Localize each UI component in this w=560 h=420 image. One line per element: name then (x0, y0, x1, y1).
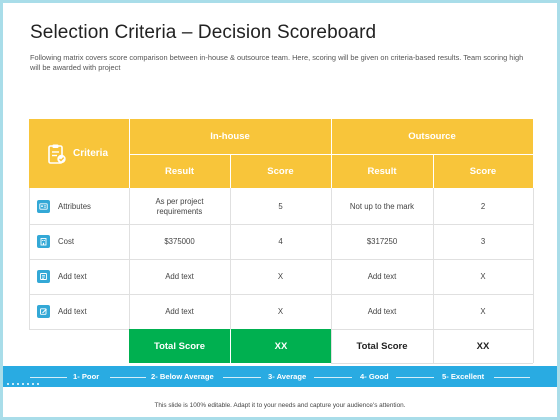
rating-poor: 1- Poor (73, 372, 100, 381)
rating-scale-bar (3, 366, 557, 387)
column-divider (129, 188, 130, 363)
clipboard-check-icon (48, 144, 66, 164)
page-subtitle: Following matrix covers score comparison… (30, 53, 524, 72)
header-divider (331, 119, 332, 188)
scale-connector (223, 377, 261, 378)
cell-outsource-score: X (480, 271, 486, 281)
rating-average: 3- Average (268, 372, 307, 381)
column-divider (433, 188, 434, 363)
scale-connector (494, 377, 530, 378)
cell-outsource-score: 3 (480, 236, 486, 246)
table-row: Add text (29, 294, 129, 329)
cell-inhouse-score: X (277, 306, 284, 316)
criteria-header-label: Criteria (73, 148, 109, 159)
inhouse-total-value: XX (231, 329, 331, 363)
rating-below-average: 2- Below Average (151, 372, 214, 381)
row-divider (29, 259, 533, 260)
building-icon (37, 235, 50, 248)
cell-inhouse-result: Add text (165, 306, 194, 316)
rating-excellent: 5- Excellent (442, 372, 485, 381)
column-divider (331, 188, 332, 363)
column-divider (533, 188, 534, 363)
row-label: Cost (58, 237, 75, 246)
footer-note: This slide is 100% editable. Adapt it to… (154, 402, 406, 409)
cell-outsource-result: Add text (367, 306, 397, 316)
row-label: Attributes (58, 202, 91, 211)
outsource-total-value: XX (476, 340, 490, 352)
cell-inhouse-score: 4 (278, 236, 283, 246)
scale-connector (396, 377, 434, 378)
subheader-score: Score (469, 166, 497, 177)
table-row: Attributes (29, 189, 129, 224)
subheader-result: Result (367, 166, 397, 177)
page-title: Selection Criteria – Decision Scoreboard (30, 22, 377, 43)
group-header-inhouse: In-house (210, 131, 250, 142)
row-label: Add text (58, 272, 87, 281)
scale-connector (30, 377, 67, 378)
cell-outsource-result: Add text (367, 271, 397, 281)
cell-inhouse-score: X (277, 271, 284, 281)
cell-outsource-score: X (480, 306, 486, 316)
cell-inhouse-result: $375000 (164, 236, 195, 246)
group-header-outsource: Outsource (408, 131, 456, 142)
header-divider (129, 154, 533, 155)
header-divider (433, 154, 434, 188)
cell-outsource-score: 2 (480, 201, 486, 211)
subheader-result: Result (164, 166, 195, 177)
scale-connector (314, 377, 352, 378)
header-divider (230, 154, 231, 188)
cell-outsource-result: $317250 (366, 236, 398, 246)
table-row: Add text (29, 259, 129, 294)
row-label: Add text (58, 307, 87, 316)
id-card-icon (37, 200, 50, 213)
subheader-score: Score (267, 166, 294, 177)
row-divider (29, 224, 533, 225)
cell-outsource-result: Not up to the mark (349, 201, 415, 211)
cell-inhouse-result: Add text (165, 271, 194, 281)
cell-inhouse-result: As per project requirements (155, 196, 204, 216)
criteria-header-cell: Criteria (29, 119, 129, 188)
row-divider (331, 363, 533, 364)
column-divider (29, 188, 30, 329)
outsource-total-label: Total Score (356, 340, 408, 352)
rating-good: 4- Good (360, 372, 389, 381)
decorative-dots (7, 383, 39, 385)
header-divider (129, 119, 130, 188)
scale-connector (110, 377, 146, 378)
document-icon (37, 270, 50, 283)
column-divider (230, 188, 231, 329)
row-divider (29, 294, 533, 295)
table-row: Cost (29, 224, 129, 259)
inhouse-total-label: Total Score (129, 329, 230, 363)
edit-icon (37, 305, 50, 318)
cell-inhouse-score: 5 (278, 201, 283, 211)
